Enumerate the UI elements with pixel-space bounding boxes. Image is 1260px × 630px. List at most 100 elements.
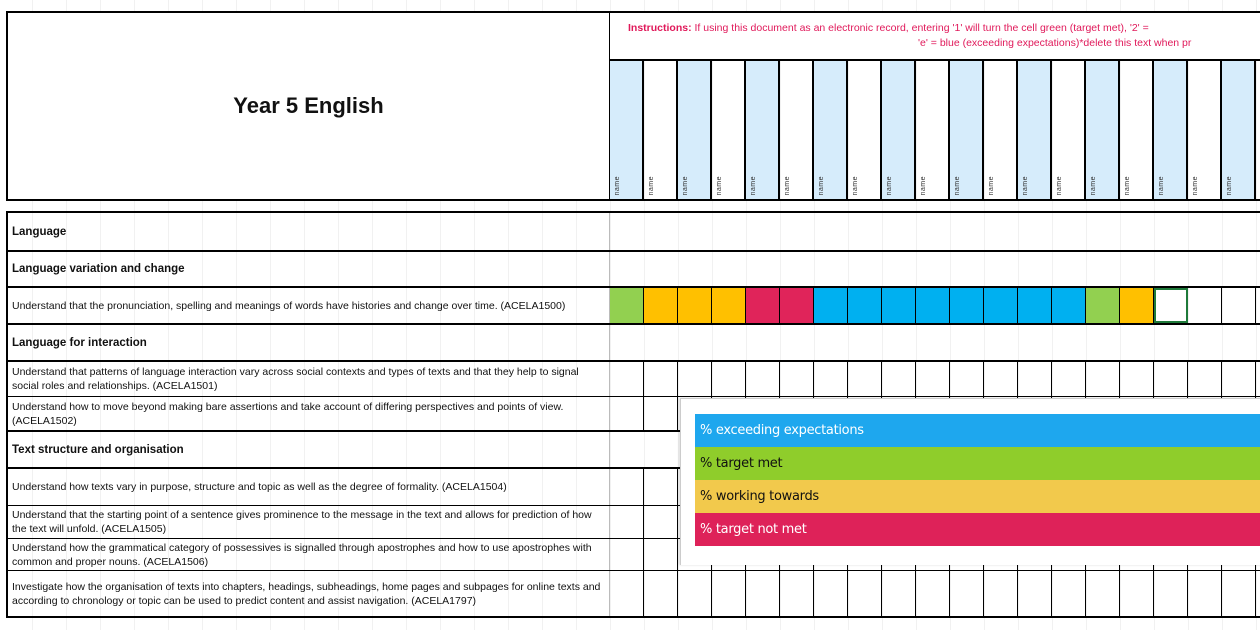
student-name-column[interactable]: name (678, 61, 712, 199)
assessment-cell[interactable] (950, 288, 984, 323)
student-name-column[interactable]: name (1120, 61, 1154, 199)
assessment-cell[interactable] (644, 362, 678, 396)
student-name-column[interactable]: name (1086, 61, 1120, 199)
assessment-cell[interactable] (1222, 571, 1256, 616)
assessment-cell[interactable] (882, 571, 916, 616)
assessment-cell[interactable] (1086, 288, 1120, 323)
outcome-description[interactable]: Understand how to move beyond making bar… (6, 397, 610, 430)
outcome-description[interactable]: Understand that the pronunciation, spell… (6, 288, 610, 323)
student-name-column[interactable]: name (814, 61, 848, 199)
assessment-cell[interactable] (712, 288, 746, 323)
section-heading[interactable]: Text structure and organisation (6, 432, 610, 467)
assessment-cell[interactable] (848, 288, 882, 323)
assessment-cell[interactable] (610, 288, 644, 323)
student-name-column[interactable]: name (1188, 61, 1222, 199)
assessment-cell[interactable] (916, 571, 950, 616)
student-name-label: name (852, 176, 859, 196)
assessment-cell[interactable] (746, 288, 780, 323)
student-name-column[interactable]: name (848, 61, 882, 199)
assessment-cell[interactable] (1018, 288, 1052, 323)
assessment-cell[interactable] (984, 288, 1018, 323)
assessment-cell[interactable] (814, 288, 848, 323)
assessment-cell[interactable] (610, 397, 644, 430)
section-heading[interactable]: Language variation and change (6, 252, 610, 286)
assessment-cell[interactable] (1086, 571, 1120, 616)
assessment-cell[interactable] (746, 571, 780, 616)
assessment-cell[interactable] (712, 571, 746, 616)
section-heading[interactable]: Language (6, 213, 610, 250)
assessment-cell[interactable] (610, 362, 644, 396)
assessment-cell[interactable] (1188, 288, 1222, 323)
student-name-column[interactable]: name (1154, 61, 1188, 199)
assessment-cell[interactable] (644, 397, 678, 430)
assessment-cell[interactable] (644, 506, 678, 538)
outcome-description[interactable]: Understand how the grammatical category … (6, 539, 610, 570)
assessment-cell[interactable] (848, 571, 882, 616)
assessment-cell[interactable] (1052, 571, 1086, 616)
assessment-cell[interactable] (1120, 288, 1154, 323)
assessment-cell[interactable] (644, 571, 678, 616)
assessment-cell[interactable] (780, 288, 814, 323)
assessment-cell[interactable] (780, 362, 814, 396)
student-name-column[interactable]: name (1222, 61, 1256, 199)
assessment-cell-selected[interactable] (1154, 288, 1188, 323)
assessment-cell[interactable] (678, 571, 712, 616)
title-cell[interactable]: Year 5 English (6, 11, 611, 201)
student-name-column[interactable]: name (610, 61, 644, 199)
assessment-cell[interactable] (814, 362, 848, 396)
student-name-column[interactable]: name (780, 61, 814, 199)
assessment-cell[interactable] (1052, 362, 1086, 396)
student-name-column[interactable]: name (1052, 61, 1086, 199)
assessment-cell[interactable] (882, 362, 916, 396)
student-name-column[interactable]: name (712, 61, 746, 199)
assessment-cell[interactable] (1018, 571, 1052, 616)
student-name-column[interactable]: name (950, 61, 984, 199)
assessment-cell[interactable] (1222, 288, 1256, 323)
student-name-column[interactable]: name (916, 61, 950, 199)
outcome-description[interactable]: Understand that the starting point of a … (6, 506, 610, 538)
assessment-cell[interactable] (712, 362, 746, 396)
assessment-cell[interactable] (814, 571, 848, 616)
instructions-cell[interactable]: Instructions: If using this document as … (610, 11, 1260, 61)
assessment-cell[interactable] (610, 469, 644, 505)
assessment-cell[interactable] (610, 539, 644, 570)
assessment-cell[interactable] (1154, 571, 1188, 616)
assessment-cell[interactable] (780, 571, 814, 616)
assessment-cell[interactable] (1222, 362, 1256, 396)
outcome-description[interactable]: Understand that patterns of language int… (6, 362, 610, 396)
assessment-cell[interactable] (1188, 571, 1222, 616)
student-name-column[interactable]: name (1018, 61, 1052, 199)
assessment-cell[interactable] (610, 571, 644, 616)
assessment-cell[interactable] (882, 288, 916, 323)
assessment-cell[interactable] (984, 571, 1018, 616)
assessment-cell[interactable] (984, 362, 1018, 396)
assessment-cell[interactable] (950, 362, 984, 396)
assessment-cell[interactable] (916, 288, 950, 323)
outcome-description[interactable]: Investigate how the organisation of text… (6, 571, 610, 616)
assessment-cell[interactable] (644, 288, 678, 323)
outcome-description[interactable]: Understand how texts vary in purpose, st… (6, 469, 610, 505)
assessment-cell[interactable] (678, 362, 712, 396)
assessment-cell[interactable] (1052, 288, 1086, 323)
assessment-cell[interactable] (916, 362, 950, 396)
assessment-cell[interactable] (644, 469, 678, 505)
assessment-cell[interactable] (1120, 362, 1154, 396)
assessment-cell[interactable] (746, 362, 780, 396)
assessment-cell[interactable] (1154, 362, 1188, 396)
assessment-cell[interactable] (1188, 362, 1222, 396)
results-legend-chart[interactable]: % exceeding expectations% target met% wo… (680, 398, 1260, 565)
assessment-cell[interactable] (644, 539, 678, 570)
assessment-cell[interactable] (678, 288, 712, 323)
section-heading-row: Text structure and organisation (6, 432, 1260, 469)
student-name-column[interactable]: name (644, 61, 678, 199)
section-heading[interactable]: Language for interaction (6, 325, 610, 360)
assessment-cell[interactable] (950, 571, 984, 616)
assessment-cell[interactable] (1018, 362, 1052, 396)
assessment-cell[interactable] (1120, 571, 1154, 616)
assessment-cell[interactable] (1086, 362, 1120, 396)
student-name-column[interactable]: name (746, 61, 780, 199)
student-name-column[interactable]: name (882, 61, 916, 199)
assessment-cell[interactable] (848, 362, 882, 396)
assessment-cell[interactable] (610, 506, 644, 538)
student-name-column[interactable]: name (984, 61, 1018, 199)
